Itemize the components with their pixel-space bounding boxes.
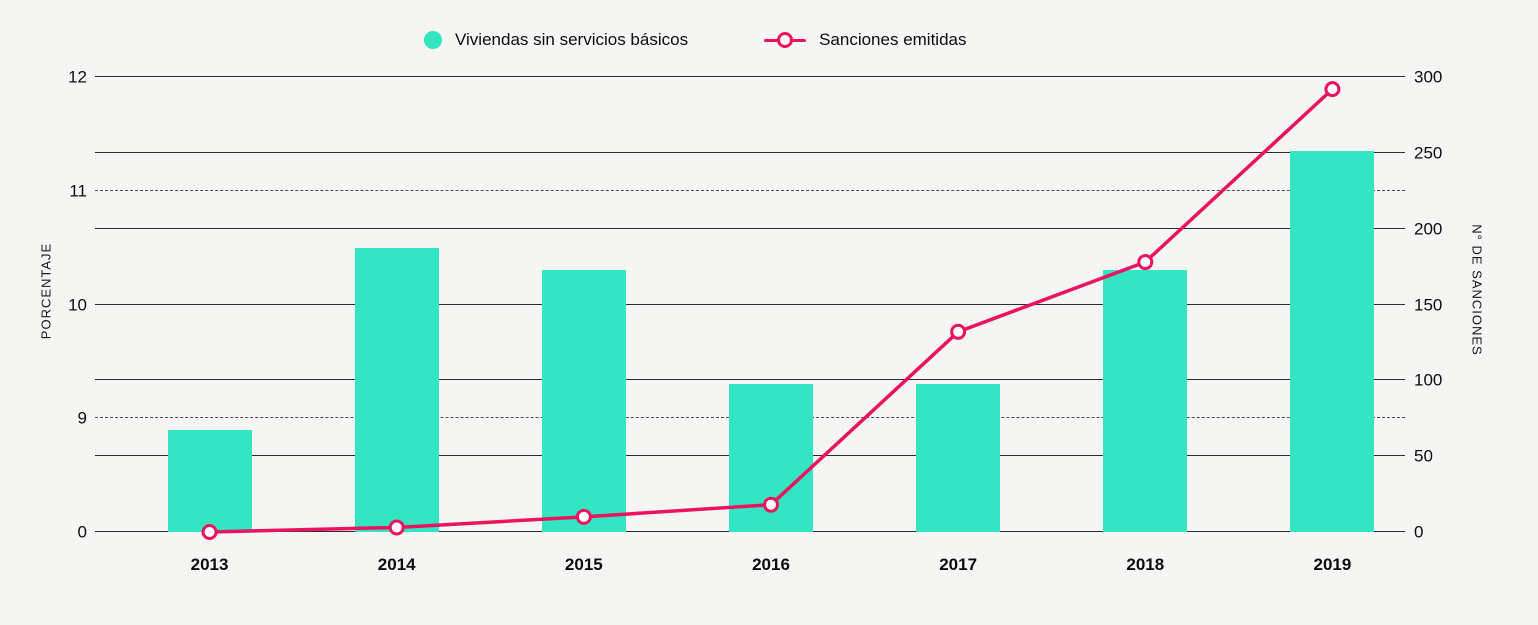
legend-label-viviendas: Viviendas sin servicios básicos	[455, 30, 689, 49]
right-axis-tick-150: 150	[1414, 295, 1443, 314]
gridline-300	[95, 76, 1405, 77]
line-marker-2015[interactable]	[575, 508, 592, 525]
left-axis-tick-9: 9	[77, 408, 87, 428]
x-axis-label-2016: 2016	[752, 555, 790, 574]
bar-2013[interactable]	[167, 429, 252, 532]
left-axis-title: PORCENTAJE	[38, 242, 54, 340]
line-marker-2014[interactable]	[388, 519, 405, 536]
x-axis-label-2017: 2017	[939, 555, 978, 574]
left-axis-tick-0: 0	[77, 522, 87, 542]
gridline-250	[95, 151, 1405, 153]
right-axis-tick-200: 200	[1414, 219, 1443, 239]
sanctions-line-path	[209, 87, 1334, 534]
left-axis-tick-12: 12	[68, 67, 87, 87]
right-axis-tick-250: 250	[1414, 143, 1443, 163]
gridline-150	[95, 303, 1405, 305]
line-series-marker-icon	[764, 32, 807, 48]
legend: Viviendas sin servicios básicos Sancione…	[424, 30, 967, 50]
sanctions-line-series	[201, 81, 1341, 540]
line-marker-2013[interactable]	[201, 524, 218, 540]
left-axis-tick-11: 11	[69, 181, 87, 201]
x-axis-label-2015: 2015	[564, 555, 603, 574]
line-marker-2019[interactable]	[1324, 81, 1341, 98]
x-axis-label-2013: 2013	[190, 555, 229, 574]
gridline-200	[95, 227, 1405, 229]
bar-series-swatch-icon	[424, 31, 442, 49]
line-marker-2016[interactable]	[763, 496, 779, 513]
gridline-100	[95, 379, 1405, 381]
right-axis-tick-300: 300	[1414, 67, 1443, 87]
line-marker-2018[interactable]	[1137, 254, 1154, 271]
right-axis-tick-100: 100	[1414, 370, 1443, 390]
dashed-gridline-11	[95, 189, 1405, 191]
x-axis-label-2014: 2014	[377, 555, 416, 574]
bar-2015[interactable]	[541, 270, 626, 532]
legend-item-viviendas[interactable]: Viviendas sin servicios básicos	[424, 30, 688, 50]
legend-item-sanciones[interactable]: Sanciones emitidas	[764, 30, 967, 50]
bar-2018[interactable]	[1103, 270, 1188, 532]
line-marker-2017[interactable]	[950, 323, 967, 340]
x-axis-label-2019: 2019	[1313, 555, 1352, 574]
x-axis-label-2018: 2018	[1126, 555, 1165, 574]
right-axis-title: N° DE SANCIONES	[1469, 224, 1485, 356]
plot-area: 300 250 200 150 100 50 0 12 11 10 9 0 2013 2014 2015 20…	[68, 69, 1442, 575]
bar-2014[interactable]	[354, 247, 439, 532]
left-axis-tick-10: 10	[68, 295, 87, 314]
bar-2019[interactable]	[1290, 150, 1375, 532]
right-axis-tick-0: 0	[1414, 522, 1424, 542]
right-axis-tick-50: 50	[1414, 446, 1433, 466]
legend-label-sanciones: Sanciones emitidas	[819, 30, 967, 49]
bar-2017[interactable]	[916, 384, 1001, 532]
